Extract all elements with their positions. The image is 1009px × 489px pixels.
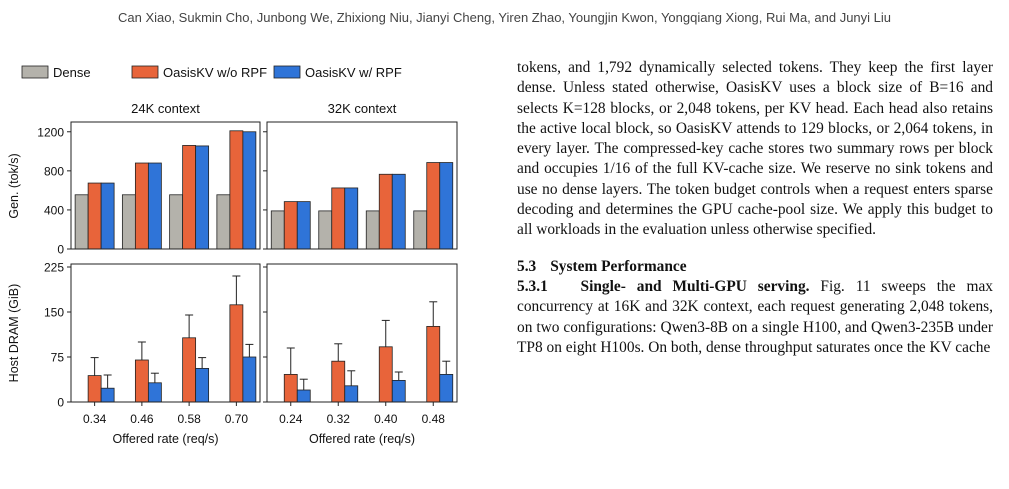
y-axis-label: Gen. (tok/s) (7, 153, 21, 218)
bar (331, 360, 346, 403)
x-tick-label: 0.32 (327, 412, 351, 426)
bar (344, 187, 359, 250)
plot-frame (70, 121, 261, 250)
bar (426, 325, 441, 403)
bar (100, 387, 115, 403)
bar (413, 210, 428, 250)
y-tick-label: 0 (57, 396, 64, 410)
x-tick-label: 0.24 (279, 412, 303, 426)
bar (439, 373, 454, 403)
bar (121, 194, 136, 250)
bar (87, 182, 102, 250)
bar (378, 346, 393, 403)
bar (283, 201, 298, 250)
y-tick-label: 1200 (37, 125, 64, 139)
y-tick-label: 225 (44, 261, 64, 275)
bar (439, 162, 454, 250)
bar (147, 382, 162, 403)
bar (100, 182, 115, 250)
bar (331, 187, 346, 250)
y-tick-label: 150 (44, 306, 64, 320)
x-tick-label: 0.48 (422, 412, 446, 426)
panel-title: 32K context (328, 101, 397, 116)
subsection-heading: 5.3.1 Single- and Multi-GPU serving. (517, 278, 809, 295)
section-heading: 5.3 System Performance (517, 257, 993, 277)
bar (134, 359, 149, 403)
figure-chart: Dense OasisKV w/o RPF OasisKV w/ RPF Gen. … (7, 65, 458, 446)
legend-swatch (273, 65, 301, 79)
x-axis-label: Offered rate (req/s) (309, 432, 415, 446)
paragraph: Fig. 11 sweeps the max concurrency at 16… (517, 277, 993, 356)
chart-legend: Dense OasisKV w/o RPF OasisKV w/ RPF (21, 65, 402, 80)
x-axis-label: Offered rate (req/s) (112, 432, 218, 446)
body-column: tokens, and 1,792 dynamically selected t… (517, 58, 993, 358)
legend-label: OasisKV w/ RPF (305, 65, 402, 80)
bar (87, 375, 102, 403)
subsection-title: Single- and Multi-GPU serving. (580, 277, 810, 295)
bar (270, 210, 285, 250)
running-header: Can Xiao, Sukmin Cho, Junbong We, Zhixio… (117, 10, 892, 25)
plot-frame (266, 263, 458, 403)
y-tick-label: 800 (44, 164, 64, 178)
legend-swatch (21, 65, 49, 79)
bar (318, 210, 333, 250)
legend-label: OasisKV w/o RPF (163, 65, 267, 80)
legend-label: Dense (53, 65, 91, 80)
legend-swatch (131, 65, 159, 79)
bar (182, 337, 197, 403)
paragraph: tokens, and 1,792 dynamically selected t… (517, 59, 993, 239)
bar (391, 379, 406, 403)
bar (229, 130, 244, 250)
bar (242, 131, 257, 250)
section-number: 5.3 (517, 257, 537, 275)
x-tick-label: 0.34 (83, 412, 107, 426)
bar (283, 373, 298, 403)
y-axis-label: Host DRAM (GiB) (7, 284, 21, 383)
bar (391, 173, 406, 250)
bar (195, 367, 210, 403)
bar (169, 194, 184, 250)
bar (296, 201, 311, 250)
plot-frame (70, 263, 261, 403)
bar (134, 162, 149, 250)
bar (229, 304, 244, 403)
bar (365, 210, 380, 250)
y-tick-label: 400 (44, 203, 64, 217)
bar (147, 162, 162, 250)
subsection-paragraph: 5.3.1 Single- and Multi-GPU serving. Fig… (517, 277, 993, 358)
y-tick-label: 0 (57, 243, 64, 257)
bar (74, 194, 89, 250)
x-tick-label: 0.40 (374, 412, 398, 426)
x-tick-label: 0.70 (225, 412, 249, 426)
x-tick-label: 0.58 (177, 412, 201, 426)
bar (216, 194, 231, 250)
bar (195, 145, 210, 250)
bar (182, 145, 197, 250)
bar (426, 162, 441, 250)
panel-title: 24K context (131, 101, 200, 116)
bar (378, 173, 393, 250)
x-tick-label: 0.46 (130, 412, 154, 426)
section-title: System Performance (550, 257, 687, 275)
plot-frame (266, 121, 458, 250)
bar (344, 385, 359, 403)
bar (242, 356, 257, 403)
bar (296, 389, 311, 403)
subsection-number: 5.3.1 (517, 277, 548, 295)
y-tick-label: 75 (51, 351, 65, 365)
